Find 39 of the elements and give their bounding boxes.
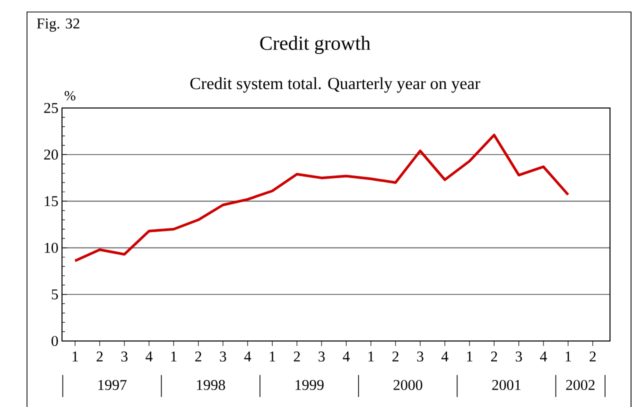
text: 2002 bbox=[566, 380, 595, 390]
y-tick-label: 25 bbox=[44, 102, 58, 114]
x-tick-label: 3 bbox=[121, 352, 128, 362]
x-tick-label: 2 bbox=[491, 352, 498, 362]
x-tick-label: 2 bbox=[195, 352, 202, 362]
x-tick-label: 1 bbox=[72, 352, 78, 362]
chart-subtitle: Credit system total. Quarterly year on year bbox=[190, 77, 480, 93]
x-tick-label: 1 bbox=[171, 352, 177, 362]
x-tick-label: 3 bbox=[220, 352, 226, 362]
line-series bbox=[74, 134, 570, 262]
x-tick-label: 2 bbox=[590, 352, 596, 362]
x-tick-label: 1 bbox=[467, 352, 472, 362]
x-tick-label: 2 bbox=[392, 352, 398, 362]
text: 2000 bbox=[394, 380, 422, 390]
y-axis-title: % bbox=[64, 91, 76, 100]
x-tick-label: 4 bbox=[441, 352, 448, 362]
x-tick-label: 2 bbox=[294, 352, 300, 362]
y-tick-label: 0 bbox=[52, 336, 58, 346]
x-tick-label: 4 bbox=[342, 352, 350, 362]
y-tick-label: 5 bbox=[52, 289, 58, 300]
chart-title: Credit growth bbox=[260, 36, 370, 54]
y-tick-label: 10 bbox=[44, 242, 58, 253]
x-tick-label: 1 bbox=[566, 352, 571, 362]
x-tick-label: 1 bbox=[368, 352, 374, 362]
x-tick-label: 3 bbox=[516, 352, 522, 362]
x-tick-label: 3 bbox=[417, 352, 424, 362]
x-tick-label: 4 bbox=[146, 352, 153, 362]
x-tick-label: 4 bbox=[244, 352, 252, 362]
text: 1999 bbox=[296, 380, 324, 390]
x-tick-label: 4 bbox=[540, 352, 547, 362]
x-tick-label: 3 bbox=[318, 352, 325, 362]
text: 1998 bbox=[197, 380, 226, 390]
text: 1997 bbox=[98, 380, 127, 390]
x-tick-label: 2 bbox=[96, 352, 103, 362]
x-tick-label: 1 bbox=[270, 352, 276, 362]
caption: Fig. 32 bbox=[36, 18, 80, 32]
y-tick-label: 20 bbox=[44, 150, 58, 160]
text: 2001 bbox=[492, 380, 521, 390]
y-tick-label: 15 bbox=[44, 196, 58, 206]
